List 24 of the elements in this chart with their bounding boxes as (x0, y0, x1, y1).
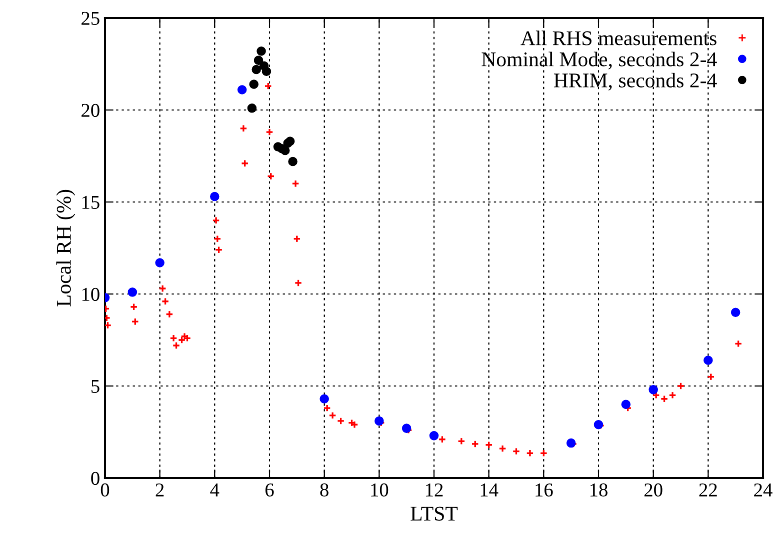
y-tick-label: 5 (92, 380, 100, 393)
y-axis-title: Local RH (%) (56, 190, 76, 306)
y-tick-label: 10 (82, 288, 100, 301)
legend-label: Nominal Mode, seconds 2-4 (482, 52, 717, 70)
x-tick-label: 0 (100, 483, 110, 497)
x-axis-title: LTST (410, 506, 458, 521)
x-tick-label: 8 (320, 483, 328, 497)
y-tick-label: 0 (91, 472, 100, 485)
x-tick-label: 22 (699, 483, 717, 496)
x-tick-label: 14 (480, 484, 498, 496)
legend-label: All RHS measurements (520, 30, 716, 46)
x-tick-label: 10 (371, 483, 388, 497)
x-tick-label: 12 (426, 483, 443, 496)
y-tick-label: 20 (82, 104, 100, 117)
x-tick-label: 2 (156, 483, 164, 496)
x-tick-label: 20 (644, 483, 662, 497)
y-tick-label: 25 (82, 12, 100, 25)
legend-label: HRIM, seconds 2-4 (554, 72, 717, 90)
x-tick-label: 16 (536, 483, 553, 497)
x-tick-label: 4 (210, 484, 220, 496)
y-tick-label: 15 (82, 196, 100, 209)
x-tick-label: 18 (590, 483, 608, 497)
x-tick-label: 6 (265, 483, 274, 497)
x-tick-label: 24 (754, 483, 772, 496)
